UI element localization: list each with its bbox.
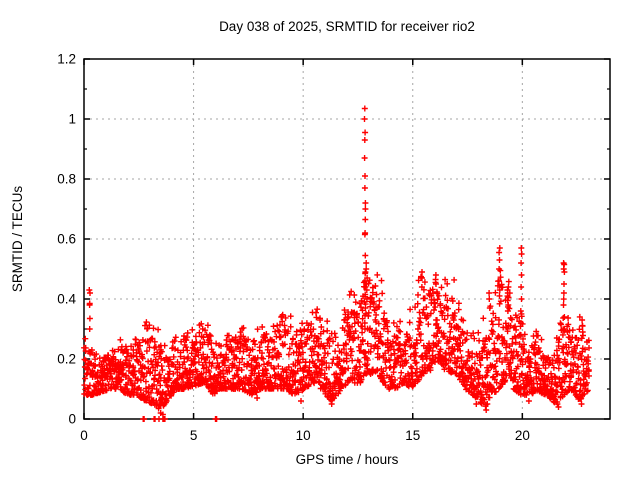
data-points-series xyxy=(81,105,592,422)
y-tick-label: 1.2 xyxy=(57,52,76,67)
x-tick-label: 20 xyxy=(515,428,530,443)
y-tick-labels: 0 0.2 0.4 0.6 0.8 1 1.2 xyxy=(57,52,76,427)
x-tick-label: 0 xyxy=(80,428,88,443)
y-tick-label: 0.6 xyxy=(57,232,76,247)
y-tick-label: 0 xyxy=(68,412,76,427)
x-tick-label: 10 xyxy=(296,428,311,443)
chart-title: Day 038 of 2025, SRMTID for receiver rio… xyxy=(219,19,475,34)
y-axis-label: SRMTID / TECUs xyxy=(10,186,25,293)
x-tick-label: 15 xyxy=(405,428,420,443)
y-tick-label: 1 xyxy=(68,112,76,127)
y-tick-label: 0.8 xyxy=(57,172,76,187)
y-tick-label: 0.4 xyxy=(57,292,76,307)
y-tick-label: 0.2 xyxy=(57,352,76,367)
x-axis-label: GPS time / hours xyxy=(296,452,399,467)
x-tick-label: 5 xyxy=(190,428,198,443)
plot-border xyxy=(83,58,611,420)
x-tick-labels: 0 5 10 15 20 xyxy=(80,428,530,443)
